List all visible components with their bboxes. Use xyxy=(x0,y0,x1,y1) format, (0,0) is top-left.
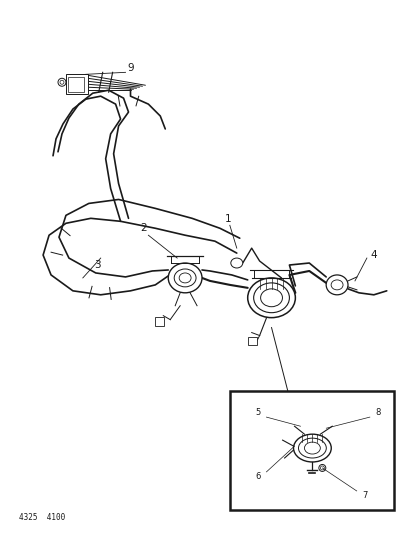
Bar xyxy=(66,74,88,94)
Bar xyxy=(231,391,395,510)
Bar xyxy=(248,336,257,345)
Ellipse shape xyxy=(58,78,66,86)
Text: 2: 2 xyxy=(140,223,147,233)
Text: 1: 1 xyxy=(224,214,231,224)
Text: 4325  4100: 4325 4100 xyxy=(19,513,66,522)
Text: 7: 7 xyxy=(362,491,368,500)
Ellipse shape xyxy=(319,464,326,471)
Text: 6: 6 xyxy=(255,472,261,481)
Bar xyxy=(68,77,84,92)
Ellipse shape xyxy=(231,258,243,268)
Text: 4: 4 xyxy=(371,250,377,260)
Text: 5: 5 xyxy=(256,408,261,417)
Ellipse shape xyxy=(248,278,295,318)
Ellipse shape xyxy=(168,263,202,293)
Bar xyxy=(155,317,164,326)
Ellipse shape xyxy=(326,275,348,295)
Text: 3: 3 xyxy=(94,260,101,270)
Text: 8: 8 xyxy=(375,408,381,417)
Text: 9: 9 xyxy=(127,63,134,74)
